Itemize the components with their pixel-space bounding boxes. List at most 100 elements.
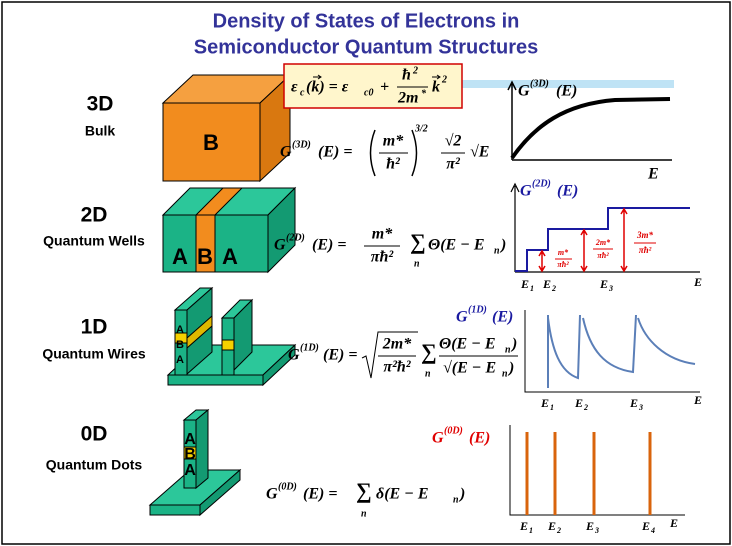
math: G [266,486,278,503]
math: √E [470,144,489,161]
math: k [432,79,440,96]
math: n [453,494,459,505]
math: n [502,368,508,379]
axis-label: (E) [492,309,513,326]
axis-label: (3D) [530,78,549,89]
math: ) [507,360,514,377]
axis-label: G [432,430,444,447]
step-label: m* [558,248,569,257]
math: 2 [441,74,447,85]
axis-label: E [669,516,678,530]
math: 3/2 [414,123,428,134]
math: ∑ [421,339,437,364]
bulk-cube [163,75,290,181]
math: ħ [402,67,411,84]
math: n [414,258,420,269]
layer-label: B [197,244,213,269]
math: n [494,245,500,256]
axis-label: (0D) [444,425,463,436]
dimension: 2D [81,204,108,227]
math: ) [510,336,517,353]
math: Θ(E − E [439,336,496,353]
math: √2 [445,133,462,150]
axis-label: G [456,309,468,326]
dimension: 3D [87,93,114,116]
math: ε [291,79,298,96]
axis-label: G [520,183,532,200]
level-label: 1 [550,403,554,412]
math: c0 [364,87,373,98]
layer-label: B [203,130,219,155]
level-label: 2 [556,526,561,535]
slide: Density of States of Electrons in Semico… [0,0,732,546]
structure-name: Quantum Wells [43,233,145,249]
math: ∑ [356,478,372,503]
level-label: 1 [529,526,533,535]
axis-label: (E) [556,83,577,100]
math: G [288,347,300,364]
axis-label: G [518,83,530,100]
level-label: 2 [551,284,556,293]
step-label: πħ² [639,245,652,255]
level-label: E [542,277,551,291]
math: (2D) [286,232,305,243]
math: c [300,87,305,98]
structure-name: Quantum Dots [46,457,143,473]
axis-label: (E) [557,183,578,200]
layer-label: A [184,462,196,479]
math: Θ(E − E [428,237,485,254]
math: 2 [412,65,418,76]
math: π²ħ² [383,359,411,376]
axis-label: (1D) [468,304,487,315]
math: ) [458,486,465,503]
math: (E) = [312,237,346,254]
layer-label: B [176,339,184,351]
math: ∑ [410,229,426,254]
math: n [361,508,367,519]
math: m* [383,133,404,150]
math: 2m [397,90,418,107]
level-label: E [585,519,594,533]
step-label: πħ² [597,251,609,260]
math: (E) = [303,486,337,503]
math: (E) = [323,347,357,364]
structure-name: Bulk [85,123,116,139]
level-label: E [599,277,608,291]
structure-name: Quantum Wires [42,346,146,362]
math: (0D) [278,481,297,492]
math: ħ² [386,156,401,173]
level-label: 3 [594,526,599,535]
level-label: 3 [608,284,613,293]
level-label: 1 [530,284,534,293]
math: δ(E − E [376,486,429,503]
math: π² [446,156,461,173]
level-label: 2 [583,403,588,412]
level-label: E [540,396,549,410]
axis-label: (E) [469,430,490,447]
layer-label: A [176,324,184,336]
level-label: E [641,519,650,533]
layer-label: A [222,244,238,269]
step-label: 2m* [595,238,611,247]
axis-label: E [693,393,702,407]
dimension: 1D [81,316,108,339]
math: + [380,79,389,96]
level-label: E [520,277,529,291]
axis-label: (2D) [532,178,551,189]
math: G [280,144,292,161]
level-label: 3 [638,403,643,412]
math: (k) = ε [306,79,349,96]
math: ) [499,237,506,254]
math: (E) = [318,144,352,161]
level-label: 4 [650,526,655,535]
step-label: 3m* [636,230,654,240]
math: (3D) [292,139,311,150]
level-label: E [547,519,556,533]
math: √(E − E [443,360,496,377]
axis-label: E [647,166,659,183]
level-label: E [519,519,528,533]
layer-label: B [184,446,196,463]
math: πħ² [371,249,395,266]
axis-label: E [693,275,702,289]
layer-label: A [176,354,184,366]
